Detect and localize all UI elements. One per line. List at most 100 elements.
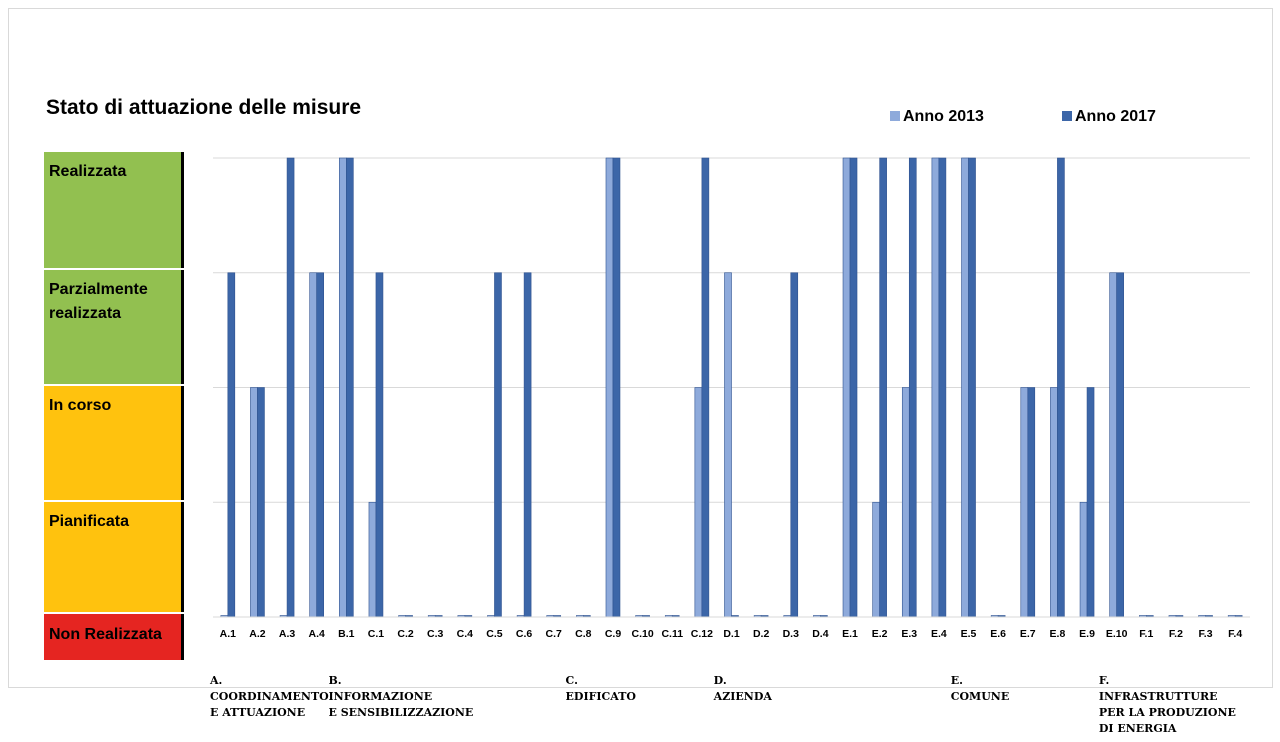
x-tick-label: E.3 xyxy=(901,628,917,640)
bar-2013-E.7 xyxy=(1020,387,1029,618)
x-tick-label: A.4 xyxy=(309,628,326,640)
status-level-non-realizzata: Non Realizzata xyxy=(44,614,184,660)
x-tick-label: C.9 xyxy=(605,628,622,640)
status-level-label: Realizzata xyxy=(49,163,127,180)
category-group-line: Comune xyxy=(950,690,1010,703)
category-group-line: Coordinamento xyxy=(210,690,329,703)
x-tick-label: E.2 xyxy=(872,628,888,640)
status-level-panel: Realizzata Parzialmente realizzata In corso… xyxy=(44,152,186,660)
chart-title: Stato di attuazione delle misure xyxy=(46,96,362,119)
status-level-pianificata: Pianificata xyxy=(44,502,184,612)
category-group-label: F. Infrastrutture per la produzione di ener… xyxy=(1099,673,1236,737)
x-tick-label: E.7 xyxy=(1020,628,1036,640)
bar-2017-E.3 xyxy=(908,157,917,618)
x-tick-label: B.1 xyxy=(338,628,355,640)
bar-2017-A.1 xyxy=(227,272,236,618)
x-tick-label: C.12 xyxy=(691,628,713,640)
x-tick-label: F.4 xyxy=(1228,628,1242,640)
category-group-line: Edificato xyxy=(565,690,637,703)
x-tick-label: A.1 xyxy=(220,628,237,640)
x-tick-label: E.1 xyxy=(842,628,858,640)
x-tick-label: D.2 xyxy=(753,628,770,640)
x-tick-label: F.3 xyxy=(1199,628,1213,640)
x-tick-label: E.6 xyxy=(990,628,1006,640)
bar-2013-E.4 xyxy=(931,157,940,618)
x-tick-label: A.3 xyxy=(279,628,296,640)
x-tick-label: C.5 xyxy=(486,628,503,640)
legend-item-2017: Anno 2017 xyxy=(1062,108,1156,126)
category-group-label: B. Informazione e sensibilizzazione xyxy=(329,673,474,721)
bar-2013-E.3 xyxy=(901,387,910,618)
status-level-in-corso: In corso xyxy=(44,386,184,500)
x-tick-label: E.5 xyxy=(961,628,977,640)
x-tick-label: D.4 xyxy=(812,628,829,640)
category-group-line: di energia xyxy=(1098,722,1177,735)
x-tick-label: F.2 xyxy=(1169,628,1183,640)
bar-2013-A.2 xyxy=(250,387,258,618)
bar-2017-E.2 xyxy=(879,157,887,618)
bar-2017-E.8 xyxy=(1057,157,1065,618)
bar-2017-D.3 xyxy=(790,272,799,618)
bar-2013-E.2 xyxy=(872,501,880,618)
bar-2013-C.12 xyxy=(694,387,703,618)
bar-2017-C.5 xyxy=(494,272,502,618)
x-tick-label: C.1 xyxy=(368,628,385,640)
bar-2013-E.5 xyxy=(961,157,969,618)
category-group-label: E. Comune xyxy=(951,673,1010,705)
bar-2013-E.9 xyxy=(1079,501,1088,618)
bar-2013-D.1 xyxy=(724,272,732,618)
category-group-label: A. Coordinamento e attuazione xyxy=(210,673,329,721)
bar-2017-E.10 xyxy=(1116,272,1124,618)
x-tick-label: C.6 xyxy=(516,628,533,640)
category-group-label: D. Azienda xyxy=(714,673,772,705)
bar-2017-C.9 xyxy=(612,157,621,618)
status-level-label: Non Realizzata xyxy=(49,626,162,643)
legend-label-2013: Anno 2013 xyxy=(903,108,984,125)
x-tick-label: D.1 xyxy=(723,628,740,640)
x-tick-label: C.8 xyxy=(575,628,592,640)
bar-2017-E.7 xyxy=(1027,387,1036,618)
status-level-label: realizzata xyxy=(49,305,122,322)
legend-swatch-2017 xyxy=(1062,111,1072,121)
status-level-label: Pianificata xyxy=(49,513,130,530)
category-group-line: Azienda xyxy=(713,690,772,703)
status-level-label: Parzialmente xyxy=(49,281,148,298)
x-tick-label: C.10 xyxy=(632,628,654,640)
legend-label-2017: Anno 2017 xyxy=(1075,108,1156,125)
bar-2013-A.4 xyxy=(309,272,318,618)
category-group-line: e sensibilizzazione xyxy=(328,706,474,719)
bar-2017-C.12 xyxy=(701,157,710,618)
category-group-line: B. xyxy=(328,674,342,687)
x-tick-label: E.4 xyxy=(931,628,947,640)
category-group-line: A. xyxy=(210,674,223,687)
x-tick-label: E.9 xyxy=(1079,628,1095,640)
legend-swatch-2013 xyxy=(890,111,900,121)
category-group-line: e attuazione xyxy=(210,706,306,719)
x-tick-label: E.8 xyxy=(1050,628,1066,640)
x-tick-label: F.1 xyxy=(1139,628,1153,640)
bar-2017-A.2 xyxy=(257,387,265,618)
bar-2017-C.6 xyxy=(523,272,532,618)
bar-2013-E.10 xyxy=(1109,272,1117,618)
x-tick-label: A.2 xyxy=(249,628,266,640)
bar-2013-B.1 xyxy=(339,157,347,618)
x-tick-label: C.3 xyxy=(427,628,444,640)
legend-item-2013: Anno 2013 xyxy=(890,108,984,126)
bar-2017-E.1 xyxy=(849,157,858,618)
bar-2013-C.1 xyxy=(368,501,377,618)
status-level-label: In corso xyxy=(49,397,112,414)
bar-2017-A.4 xyxy=(316,272,325,618)
x-tick-label: C.4 xyxy=(457,628,474,640)
x-tick-label: E.10 xyxy=(1106,628,1128,640)
category-group-label: C. Edificato xyxy=(566,673,636,705)
bar-2013-C.9 xyxy=(605,157,614,618)
chart-frame xyxy=(8,8,1273,688)
x-tick-label: C.7 xyxy=(546,628,563,640)
category-group-line: Infrastrutture xyxy=(1098,690,1218,703)
bar-2013-E.8 xyxy=(1050,387,1058,618)
x-tick-label: C.2 xyxy=(397,628,414,640)
status-level-realizzata: Realizzata xyxy=(44,152,184,268)
category-group-line: D. xyxy=(713,674,727,687)
status-level-parzialmente-realizzata: Parzialmente realizzata xyxy=(44,270,184,384)
